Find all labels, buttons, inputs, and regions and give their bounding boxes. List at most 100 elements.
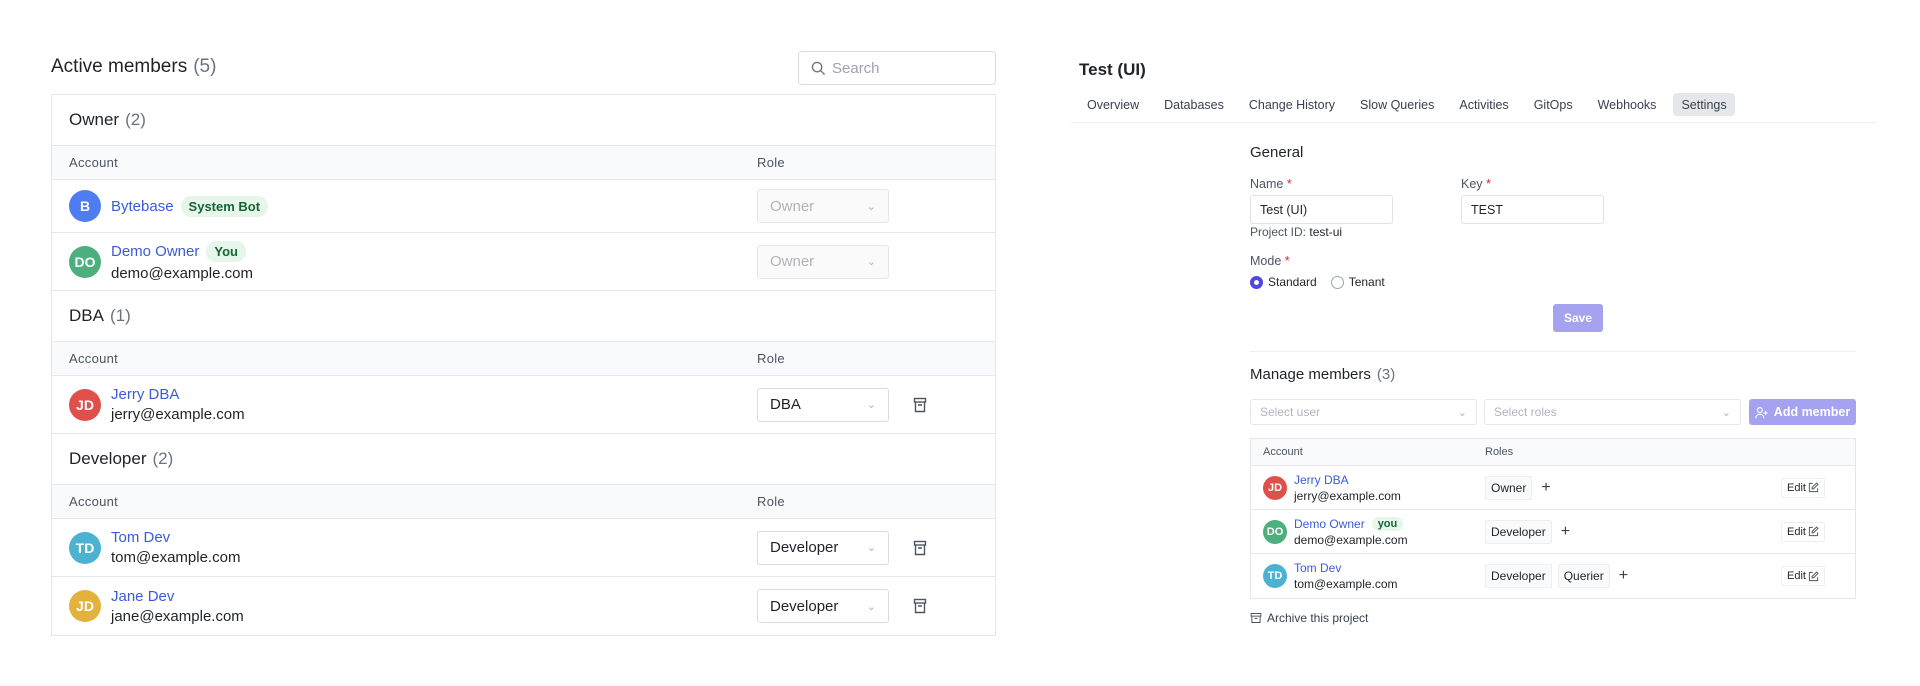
general-heading: General bbox=[1250, 144, 1304, 161]
tab-webhooks[interactable]: Webhooks bbox=[1597, 97, 1657, 112]
add-role-icon[interactable]: + bbox=[1560, 522, 1571, 540]
member-badge: You bbox=[206, 241, 246, 262]
project-tabs: Overview Databases Change History Slow Quer… bbox=[1079, 93, 1744, 116]
add-role-icon[interactable]: + bbox=[1618, 567, 1629, 584]
member-email: tom@example.com bbox=[111, 549, 241, 566]
avatar: JD bbox=[69, 590, 101, 622]
table-header: Account Role bbox=[52, 146, 995, 180]
project-id: Project ID: test-ui bbox=[1250, 225, 1343, 239]
member-badge: you bbox=[1371, 516, 1404, 531]
project-title: Test (UI) bbox=[1079, 60, 1146, 79]
project-members-table: Account Roles JD Jerry DBA jerry@example.com… bbox=[1250, 438, 1856, 599]
tab-gitops[interactable]: GitOps bbox=[1533, 97, 1573, 112]
radio-checked-icon bbox=[1250, 275, 1263, 289]
member-row: JD Jerry DBA jerry@example.com DBA ⌄ bbox=[52, 376, 995, 434]
member-email: jane@example.com bbox=[111, 607, 244, 625]
member-name-link[interactable]: Tom Dev bbox=[1294, 561, 1342, 575]
member-row: DO Demo Owner You demo@example.com Owner ⌄ bbox=[52, 233, 995, 291]
manage-members-heading: Manage members (3) bbox=[1250, 366, 1396, 383]
role-chip: Developer bbox=[1485, 519, 1552, 544]
role-chip: Querier bbox=[1557, 564, 1610, 588]
archive-project-link[interactable]: Archive this project bbox=[1250, 611, 1368, 625]
role-chip: Developer bbox=[1485, 564, 1552, 588]
chevron-down-icon: ⌄ bbox=[866, 600, 876, 613]
edit-icon bbox=[1808, 482, 1819, 493]
chevron-down-icon: ⌄ bbox=[866, 399, 876, 411]
member-name-link[interactable]: Jerry DBA bbox=[1294, 472, 1349, 487]
avatar: DO bbox=[1263, 519, 1287, 544]
archive-icon[interactable] bbox=[913, 540, 927, 556]
section-divider bbox=[1250, 351, 1856, 352]
add-role-icon[interactable]: + bbox=[1541, 478, 1551, 496]
search-input[interactable]: Search bbox=[798, 51, 996, 85]
member-row: B Bytebase System Bot Owner ⌄ bbox=[52, 180, 995, 233]
role-group-header: DBA (1) bbox=[52, 291, 995, 342]
avatar: TD bbox=[69, 531, 101, 564]
member-row: TD Tom Dev tom@example.com Developer Querie… bbox=[1251, 554, 1855, 598]
chevron-down-icon: ⌄ bbox=[866, 200, 876, 213]
avatar: TD bbox=[1263, 564, 1287, 588]
chevron-down-icon: ⌄ bbox=[866, 542, 876, 554]
edit-icon bbox=[1808, 526, 1819, 537]
member-email: jerry@example.com bbox=[111, 406, 245, 423]
member-email: demo@example.com bbox=[111, 265, 253, 282]
role-group-header: Developer (2) bbox=[52, 434, 995, 485]
role-select[interactable]: Developer ⌄ bbox=[757, 589, 889, 623]
edit-button[interactable]: Edit bbox=[1781, 477, 1825, 498]
member-name-link[interactable]: Tom Dev bbox=[111, 529, 171, 546]
save-button[interactable]: Save bbox=[1553, 304, 1603, 332]
member-row: TD Tom Dev tom@example.com Developer ⌄ bbox=[52, 519, 995, 577]
active-members-title: Active members (5) bbox=[51, 56, 217, 77]
member-name-link[interactable]: Demo Owner bbox=[1294, 516, 1365, 531]
name-label: Name * bbox=[1250, 177, 1292, 191]
mode-radio-group: Standard Tenant bbox=[1250, 275, 1385, 289]
select-roles-dropdown[interactable]: Select roles ⌄ bbox=[1484, 399, 1741, 425]
mode-standard-radio[interactable]: Standard bbox=[1250, 275, 1317, 289]
table-header: Account Roles bbox=[1251, 439, 1855, 466]
add-user-icon bbox=[1755, 406, 1768, 418]
tab-databases[interactable]: Databases bbox=[1164, 97, 1224, 112]
add-member-button[interactable]: Add member bbox=[1749, 399, 1856, 425]
mode-label: Mode * bbox=[1250, 254, 1290, 268]
member-badge: System Bot bbox=[180, 195, 269, 217]
role-select[interactable]: Owner ⌄ bbox=[757, 244, 889, 279]
mode-tenant-radio[interactable]: Tenant bbox=[1330, 275, 1385, 289]
tab-activities[interactable]: Activities bbox=[1459, 97, 1509, 112]
archive-icon[interactable] bbox=[913, 397, 927, 413]
edit-button[interactable]: Edit bbox=[1781, 521, 1825, 542]
role-select[interactable]: DBA ⌄ bbox=[757, 387, 889, 422]
member-name-link[interactable]: Demo Owner bbox=[111, 243, 200, 260]
role-select[interactable]: Owner ⌄ bbox=[757, 189, 889, 223]
member-row: DO Demo Owner you demo@example.com Develope… bbox=[1251, 510, 1855, 554]
tab-slow-queries[interactable]: Slow Queries bbox=[1360, 97, 1435, 112]
tab-overview[interactable]: Overview bbox=[1087, 97, 1140, 112]
role-group-header: Owner (2) bbox=[52, 95, 995, 146]
radio-unchecked-icon bbox=[1330, 275, 1344, 289]
edit-icon bbox=[1808, 570, 1819, 581]
search-icon bbox=[811, 61, 826, 75]
name-input[interactable]: Test (UI) bbox=[1250, 195, 1393, 224]
members-table: Owner (2) Account Role B Bytebase System Bot O… bbox=[51, 94, 996, 636]
tabs-divider bbox=[1071, 122, 1876, 123]
tab-change-history[interactable]: Change History bbox=[1248, 97, 1336, 112]
tab-settings[interactable]: Settings bbox=[1673, 93, 1735, 116]
member-row: JD Jane Dev jane@example.com Developer ⌄ bbox=[52, 577, 995, 635]
member-name-link[interactable]: Bytebase bbox=[111, 197, 174, 215]
member-email: jerry@example.com bbox=[1294, 488, 1401, 503]
role-select[interactable]: Developer ⌄ bbox=[757, 530, 889, 565]
member-email: demo@example.com bbox=[1294, 532, 1408, 547]
key-input[interactable]: TEST bbox=[1461, 195, 1604, 224]
select-user-dropdown[interactable]: Select user ⌄ bbox=[1250, 399, 1477, 425]
avatar: B bbox=[69, 190, 101, 222]
avatar: DO bbox=[69, 245, 101, 278]
member-name-link[interactable]: Jerry DBA bbox=[111, 386, 180, 403]
archive-icon bbox=[1250, 613, 1262, 623]
member-row: JD Jerry DBA jerry@example.com Owner + Edit bbox=[1251, 466, 1855, 510]
member-name-link[interactable]: Jane Dev bbox=[111, 587, 175, 605]
edit-button[interactable]: Edit bbox=[1781, 566, 1825, 586]
chevron-down-icon: ⌄ bbox=[1457, 406, 1467, 419]
avatar: JD bbox=[69, 388, 101, 421]
role-chip: Owner bbox=[1485, 475, 1533, 500]
archive-icon[interactable] bbox=[913, 598, 927, 614]
chevron-down-icon: ⌄ bbox=[866, 256, 876, 268]
